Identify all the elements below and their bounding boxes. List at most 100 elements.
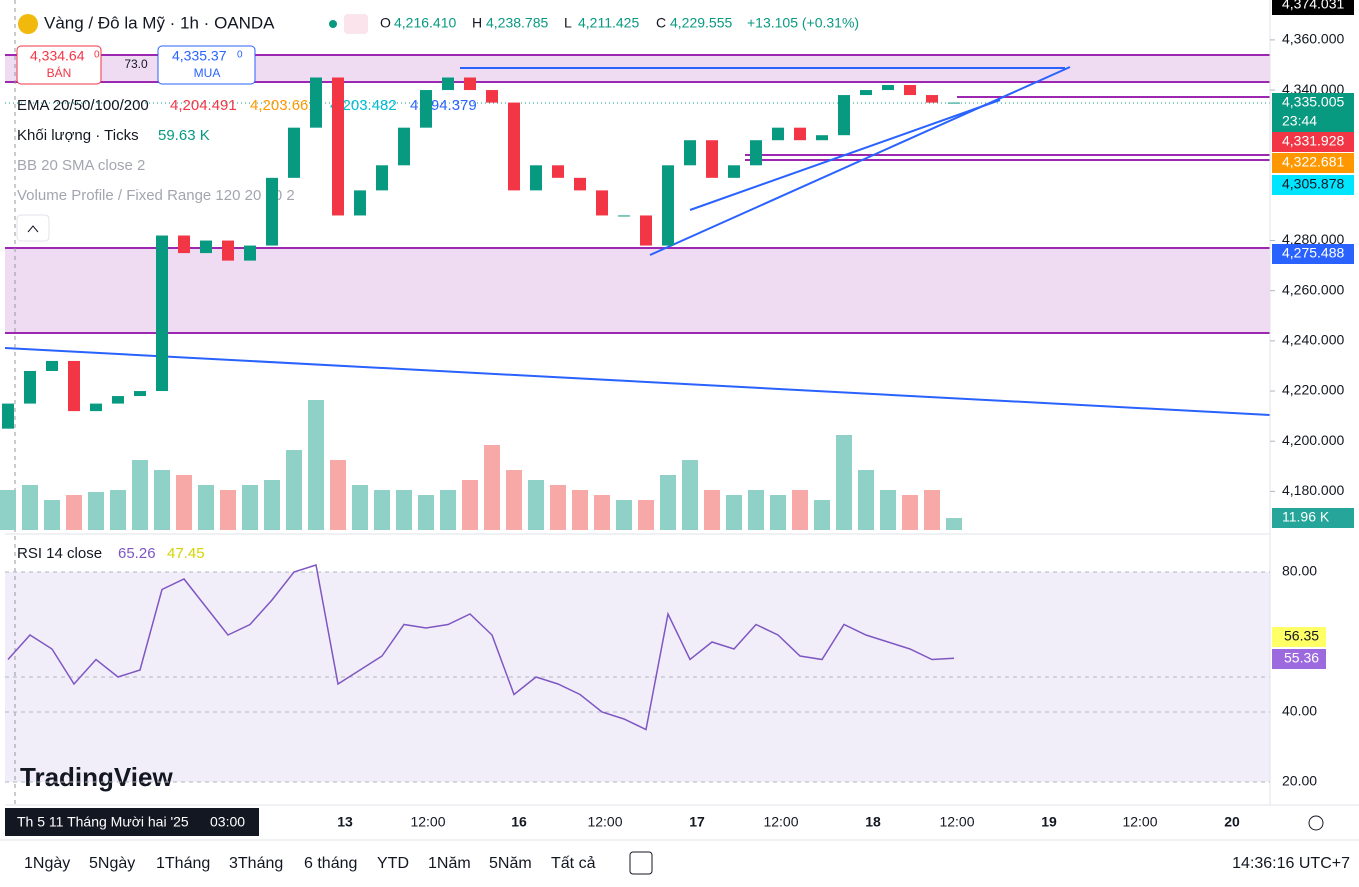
volume-bar — [594, 495, 610, 530]
x-tick-label: 12:00 — [939, 814, 974, 830]
zone — [5, 248, 1270, 333]
volume-bar — [154, 470, 170, 530]
volume-bar — [132, 460, 148, 530]
candle — [618, 215, 630, 217]
y-tick-label: 80.00 — [1282, 563, 1317, 579]
price-tag — [1272, 153, 1354, 173]
buy-price: 4,335.37 — [172, 48, 227, 64]
volume-bar — [946, 518, 962, 530]
price-tag-label: 4,322.681 — [1282, 154, 1344, 170]
candle — [90, 403, 102, 412]
cursor-date: Th 5 11 Tháng Mười hai '25 — [17, 814, 189, 830]
volume-value: 59.63 K — [158, 127, 210, 144]
trendline — [649, 66, 1071, 256]
buy-sup: 0 — [237, 50, 243, 61]
range-button[interactable]: 6 tháng — [304, 855, 357, 872]
bb-label: BB 20 SMA close 2 — [17, 157, 145, 174]
candle — [640, 215, 652, 246]
y-tick-label: 4,360.000 — [1282, 31, 1344, 47]
candle — [552, 165, 564, 178]
volume-bar — [616, 500, 632, 530]
rsi-value: 65.26 — [118, 545, 156, 562]
volume-bar — [660, 475, 676, 530]
x-tick-label: 12:00 — [587, 814, 622, 830]
volume-bar — [242, 485, 258, 530]
x-tick-label: 20 — [1224, 814, 1240, 830]
change: +13.105 (+0.31%) — [747, 15, 859, 31]
ohlc-key: C — [656, 15, 666, 31]
ohlc-value: 4,216.410 — [394, 15, 456, 31]
symbol: Vàng / Đô la Mỹ · 1h · OANDA — [44, 13, 275, 32]
x-tick-label: 12:00 — [410, 814, 445, 830]
candle — [354, 190, 366, 216]
candle — [574, 177, 586, 191]
volume-bar — [220, 490, 236, 530]
range-button[interactable]: 1Ngày — [24, 855, 70, 872]
candle — [530, 165, 542, 191]
sell-label: BÁN — [47, 65, 72, 80]
candle — [112, 396, 124, 404]
x-tick-label: 16 — [511, 814, 527, 830]
candle — [838, 95, 850, 136]
candle — [508, 102, 520, 191]
candle — [244, 245, 256, 261]
price-tag-label: 4,335.005 — [1282, 94, 1344, 110]
status-dot — [329, 20, 337, 28]
symbol-icon — [18, 14, 38, 34]
ema-label: EMA 20/50/100/200 — [17, 97, 149, 114]
candle — [706, 140, 718, 178]
candle — [442, 77, 454, 91]
volume-bar — [110, 490, 126, 530]
candle — [486, 90, 498, 103]
range-button[interactable]: 5Ngày — [89, 855, 135, 872]
volume-bar — [748, 490, 764, 530]
sell-button[interactable] — [16, 45, 102, 85]
sell-sup: 0 — [94, 50, 100, 61]
ohlc-key: H — [472, 15, 482, 31]
volume-label: Khối lượng · Ticks — [17, 127, 139, 144]
candle — [794, 127, 806, 141]
range-button[interactable]: 3Tháng — [229, 855, 283, 872]
range-button[interactable]: YTD — [377, 855, 409, 872]
settings-icon[interactable] — [1308, 815, 1324, 831]
range-button[interactable]: 5Năm — [489, 855, 532, 872]
x-tick-label: 12:00 — [763, 814, 798, 830]
sell-price: 4,334.64 — [30, 48, 85, 64]
volume-bar — [704, 490, 720, 530]
trendline — [4, 347, 1271, 416]
candle — [662, 165, 674, 246]
range-button[interactable]: 1Năm — [428, 855, 471, 872]
candle — [816, 135, 828, 141]
status-badge — [344, 14, 368, 34]
date-range-icon[interactable] — [629, 851, 653, 875]
ema-value: 4,204.491 — [170, 97, 237, 114]
ohlc-value: 4,238.785 — [486, 15, 548, 31]
range-button[interactable]: 1Tháng — [156, 855, 210, 872]
volume-bar — [374, 490, 390, 530]
candle — [310, 77, 322, 128]
candle — [222, 240, 234, 261]
volume-bar — [682, 460, 698, 530]
collapse-button[interactable] — [16, 214, 50, 242]
buy-button[interactable] — [157, 45, 256, 85]
range-button[interactable]: Tất cả — [551, 855, 596, 872]
volume-bar — [44, 500, 60, 530]
volume-bar — [484, 445, 500, 530]
volume-bar — [902, 495, 918, 530]
price-tag-label: 11.96 K — [1282, 509, 1330, 525]
candle — [68, 360, 80, 412]
clock: 14:36:16 UTC+7 — [1232, 855, 1350, 872]
candle — [750, 140, 762, 166]
y-tick-label: 4,180.000 — [1282, 482, 1344, 498]
volume-bar — [88, 492, 104, 530]
buy-label: MUA — [194, 66, 221, 80]
volume-bar — [418, 495, 434, 530]
candle — [46, 360, 58, 371]
candle — [684, 140, 696, 166]
spread: 73.0 — [124, 57, 148, 71]
volume-bar — [528, 480, 544, 530]
vp-label: Volume Profile / Fixed Range 120 20 70 2 — [17, 187, 295, 204]
